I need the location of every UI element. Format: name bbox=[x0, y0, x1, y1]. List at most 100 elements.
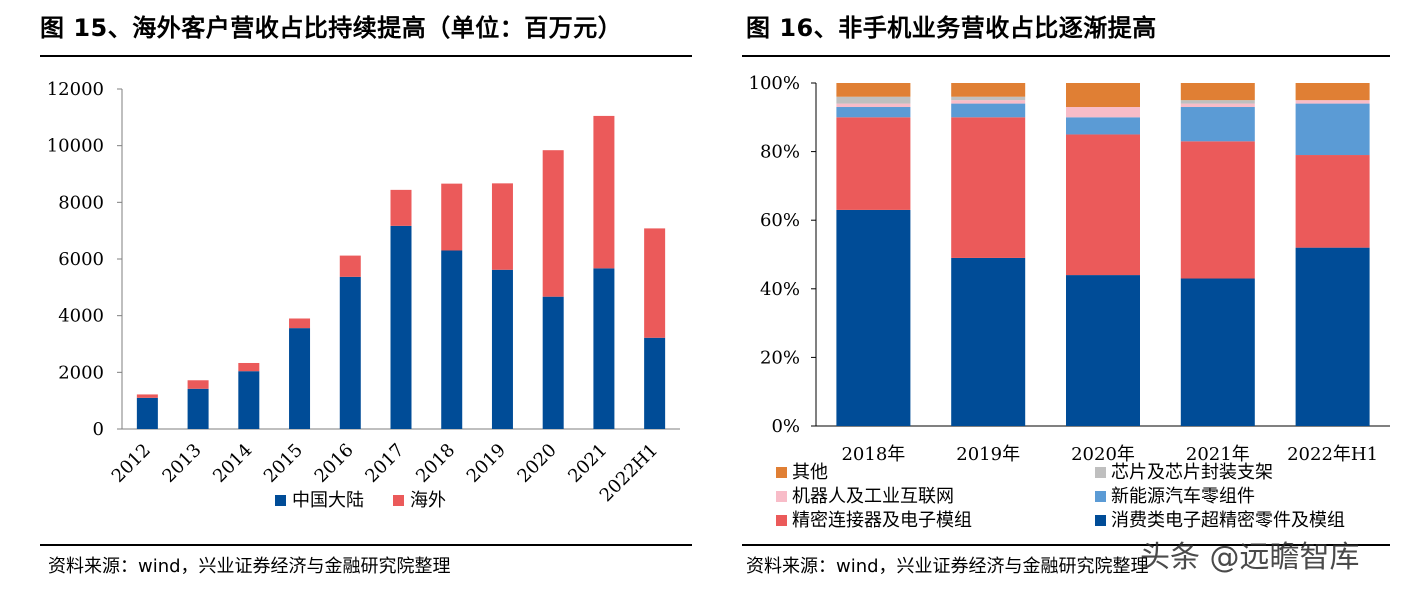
bar-segment bbox=[836, 209, 911, 426]
bar-segment-mainland bbox=[542, 296, 564, 429]
legend-label: 芯片及芯片封装支架 bbox=[1111, 462, 1273, 483]
bar-segment-mainland bbox=[593, 268, 615, 429]
legend-label: 其他 bbox=[792, 462, 828, 483]
bar-segment bbox=[1066, 275, 1140, 426]
bar-segment bbox=[1066, 117, 1140, 135]
legend-label: 中国大陆 bbox=[292, 490, 364, 511]
bar-segment-overseas bbox=[289, 318, 311, 329]
x-tick-label: 2021 bbox=[564, 440, 611, 487]
bar-segment bbox=[951, 100, 1026, 104]
bar-segment-mainland bbox=[136, 397, 158, 429]
x-tick-label: 2021年 bbox=[1186, 444, 1250, 465]
bar-segment-overseas bbox=[187, 380, 209, 389]
bar-segment bbox=[1180, 278, 1255, 426]
x-tick-label: 2013 bbox=[158, 440, 205, 487]
x-tick-label: 2020 bbox=[513, 440, 560, 487]
x-tick-label: 2018年 bbox=[841, 444, 905, 465]
watermark-text: 头条 @远瞻智库 bbox=[1140, 540, 1360, 575]
right-figure-title: 图 16、非手机业务营收占比逐渐提高 bbox=[746, 14, 1157, 42]
legend-swatch bbox=[275, 495, 286, 506]
bar-segment bbox=[1180, 103, 1255, 108]
x-tick-label: 2022年H1 bbox=[1287, 444, 1378, 465]
legend-swatch bbox=[776, 467, 787, 478]
x-tick-label: 2012 bbox=[108, 440, 155, 487]
bar-segment-overseas bbox=[593, 115, 615, 269]
x-tick-label: 2020年 bbox=[1071, 444, 1135, 465]
right-source-note: 资料来源：wind，兴业证券经济与金融研究院整理 bbox=[746, 556, 1149, 577]
bar-segment-overseas bbox=[390, 189, 412, 226]
bar-segment bbox=[951, 117, 1026, 258]
bar-segment bbox=[836, 107, 911, 118]
y-tick-label: 8000 bbox=[58, 192, 104, 213]
x-tick-label: 2019 bbox=[463, 440, 510, 487]
bar-segment bbox=[951, 96, 1026, 101]
bar-segment-mainland bbox=[390, 225, 412, 429]
bar-segment bbox=[836, 96, 911, 104]
bar-segment bbox=[1180, 83, 1255, 101]
y-tick-label: 10000 bbox=[47, 136, 104, 157]
left-figure-panel: 图 15、海外客户营收占比持续提高（单位：百万元） 0 2000 4000 6000 8… bbox=[0, 0, 700, 591]
legend-swatch bbox=[393, 495, 404, 506]
bar-segment bbox=[836, 117, 911, 210]
legend-swatch bbox=[1095, 467, 1106, 478]
x-tick-label: 2017 bbox=[361, 440, 408, 487]
bar-segment bbox=[1295, 247, 1370, 426]
left-figure-title: 图 15、海外客户营收占比持续提高（单位：百万元） bbox=[40, 14, 623, 42]
left-source-rule bbox=[40, 544, 692, 546]
bar-segment bbox=[1180, 141, 1255, 279]
bar-segment bbox=[1180, 107, 1255, 142]
bar-segment bbox=[1295, 100, 1370, 104]
x-tick-label: 2016 bbox=[311, 440, 358, 487]
x-tick-label: 2014 bbox=[209, 440, 256, 487]
y-tick-label: 4000 bbox=[58, 306, 104, 327]
legend-swatch bbox=[776, 491, 787, 502]
y-tick-label: 6000 bbox=[58, 249, 104, 270]
left-source-note: 资料来源：wind，兴业证券经济与金融研究院整理 bbox=[48, 556, 451, 577]
bar-segment-mainland bbox=[441, 250, 463, 429]
bar-segment-mainland bbox=[187, 388, 209, 429]
bar-segment-overseas bbox=[644, 228, 666, 338]
y-tick-label: 0% bbox=[771, 416, 800, 437]
right-title-rule bbox=[742, 55, 1390, 57]
y-tick-label: 12000 bbox=[47, 79, 104, 100]
bar-segment bbox=[1066, 107, 1140, 118]
bar-segment bbox=[836, 103, 911, 108]
bar-segment bbox=[951, 103, 1026, 118]
bar-segment-overseas bbox=[339, 255, 361, 277]
bar-segment-overseas bbox=[441, 183, 463, 251]
x-tick-label: 2019年 bbox=[956, 444, 1020, 465]
bar-segment-mainland bbox=[491, 269, 513, 429]
bar-segment-mainland bbox=[289, 328, 311, 429]
legend-label: 新能源汽车零组件 bbox=[1111, 486, 1255, 507]
x-tick-label: 2018 bbox=[412, 440, 459, 487]
bar-segment bbox=[1295, 103, 1370, 156]
legend-swatch bbox=[1095, 515, 1106, 526]
bar-segment bbox=[951, 257, 1026, 426]
legend-label: 海外 bbox=[410, 490, 446, 511]
bar-segment bbox=[836, 83, 911, 97]
y-tick-label: 2000 bbox=[58, 362, 104, 383]
bar-segment-overseas bbox=[491, 183, 513, 270]
y-tick-label: 40% bbox=[760, 279, 800, 300]
y-tick-label: 80% bbox=[760, 142, 800, 163]
bar-segment bbox=[1180, 100, 1255, 104]
bar-segment-mainland bbox=[644, 337, 666, 429]
legend-swatch bbox=[776, 515, 787, 526]
bar-segment-mainland bbox=[238, 371, 260, 429]
bar-segment-overseas bbox=[238, 362, 260, 372]
bar-segment-overseas bbox=[542, 150, 564, 297]
y-tick-label: 0 bbox=[93, 419, 104, 440]
right-percent-stacked-bar-chart: 0% 20% 40% 60% 80% 100% 2018年 2019年 2020年 2021年 20… bbox=[749, 73, 1390, 531]
bar-segment bbox=[1295, 155, 1370, 248]
legend-label: 机器人及工业互联网 bbox=[792, 486, 954, 507]
legend-swatch bbox=[1095, 491, 1106, 502]
legend-label: 消费类电子超精密零件及模组 bbox=[1111, 510, 1345, 531]
bar-segment bbox=[1066, 83, 1140, 108]
bar-segment bbox=[1295, 83, 1370, 101]
x-tick-label: 2015 bbox=[260, 440, 307, 487]
bar-segment bbox=[1066, 134, 1140, 276]
bar-segment bbox=[951, 83, 1026, 97]
left-title-rule bbox=[40, 55, 692, 57]
right-source-rule bbox=[742, 544, 1390, 546]
